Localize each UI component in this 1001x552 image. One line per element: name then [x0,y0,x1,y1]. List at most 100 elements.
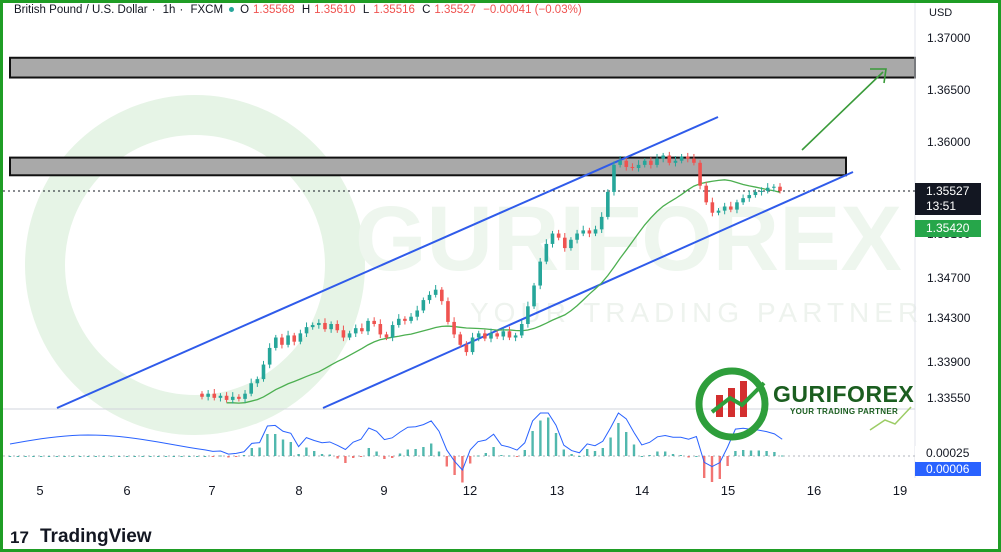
candle-up [741,194,745,205]
time-tick-label: 13 [549,483,565,498]
candle-down [440,287,444,305]
oscillator-bar [671,454,675,456]
open-value: 1.35568 [253,4,295,16]
candle-down [446,297,450,325]
oscillator-bar [391,456,394,458]
currency-label[interactable]: USD [929,7,953,19]
candle-up [569,237,573,251]
tradingview-wordmark[interactable]: TradingView [40,526,152,547]
candle-down [335,320,340,333]
price-tick-label: 1.36000 [927,135,971,149]
candle-up [636,160,641,172]
logo-bar-2 [728,388,735,417]
candlestick-series [200,151,782,404]
time-tick-label: 9 [380,483,388,498]
oscillator-bar [188,456,191,457]
oscillator-bar [632,444,636,456]
candle-up [427,291,432,304]
channel-upper-line [56,116,719,409]
oscillator-bar [492,447,495,456]
oscillator-bar [227,456,230,458]
candle-up [304,322,309,337]
oscillator-bar [648,455,651,456]
oscillator-bar [515,456,519,457]
candle-up [415,305,420,321]
logo-tagline: YOUR TRADING PARTNER [790,407,899,416]
oscillator-value-1: 0.00025 [915,446,981,461]
oscillator-bar [40,456,43,457]
candle-up [218,393,223,402]
oscillator-bar [149,456,152,457]
candle-up [513,332,518,342]
market-status-icon [229,7,235,12]
oscillator-bar [242,455,246,456]
candle-down [562,233,567,252]
high-value: 1.35610 [314,4,356,16]
candle-down [280,333,284,349]
candle-down [452,317,456,339]
candle-up [298,329,303,345]
arrow-shaft [801,71,884,151]
oscillator-bar [352,456,355,458]
oscillator-bar [157,456,160,457]
logo-bar-3 [740,381,747,417]
oscillator-bar [601,448,604,456]
candle-up [655,153,659,168]
candle-up [772,184,776,192]
candle-down [698,160,702,190]
candle-down [507,326,512,341]
arrow-head [870,68,887,84]
low-value: 1.35516 [373,4,415,16]
logo-arrow [710,381,766,414]
candle-down [200,391,204,400]
candle-up [286,330,290,348]
oscillator-bar [406,449,409,456]
candle-up [759,187,764,196]
oscillator-bar [726,456,729,466]
candle-up [550,230,555,248]
candle-up [366,318,370,335]
candle-up [618,156,622,168]
candle-up [612,161,616,196]
oscillator-bar [8,456,12,457]
candle-down [667,151,672,166]
time-tick-label: 14 [634,483,650,498]
oscillator-bar [508,455,511,457]
target-arrow[interactable] [801,68,887,151]
candle-down [692,153,696,166]
oscillator-bar [110,456,113,457]
exchange: FXCM [190,4,224,16]
oscillator-bar [664,451,667,456]
oscillator-bar [547,417,550,456]
change-value: −0.00041 (−0.03%) [483,4,582,16]
candle-up [396,314,401,328]
candle-up [489,328,493,343]
oscillator-bar [336,456,339,459]
candle-down [630,163,635,171]
interval[interactable]: 1h [162,4,176,16]
candle-up [206,390,210,401]
tradingview-logo-icon: 17 [10,528,29,547]
oscillator-bar [133,456,136,457]
oscillator-bar [539,420,542,456]
candle-up [526,301,530,328]
time-tick-label: 19 [892,483,908,498]
oscillator-bar [554,433,558,456]
oscillator-bar [219,455,222,457]
oscillator-bar [523,450,526,456]
oscillator-bar [609,437,612,456]
ascending-channel[interactable] [56,116,854,409]
oscillator-bar [180,456,183,457]
time-tick-label: 15 [720,483,736,498]
symbol-name[interactable]: British Pound / U.S. Dollar [14,4,148,16]
candle-up [519,320,524,339]
oscillator-bar [383,456,386,459]
candle-up [722,202,727,215]
oscillator-bar [344,456,347,463]
candle-up [642,158,647,168]
candle-up [599,212,604,233]
candle-down [649,157,653,169]
price-tick-label: 1.33900 [927,355,971,369]
